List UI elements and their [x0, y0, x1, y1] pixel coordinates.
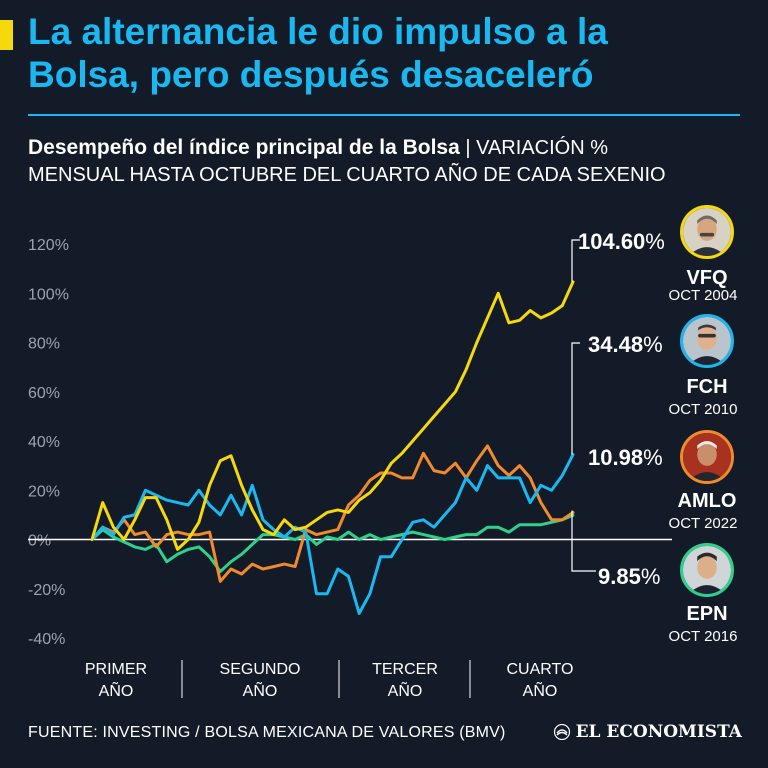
source-note: FUENTE: INVESTING / BOLSA MEXICANA DE VA…: [28, 724, 506, 741]
subtitle-bold: Desempeño del índice principal de la Bol…: [28, 136, 460, 159]
y-tick-label: -40%: [28, 631, 65, 648]
series-name-vfq: VFQ: [686, 267, 727, 289]
subtitle-rest-1: VARIACIÓN %: [476, 137, 608, 159]
period-label-top: SEGUNDO: [220, 661, 301, 678]
brand-logo: EL ECONOMISTA: [553, 722, 742, 742]
series-name-fch: FCH: [686, 376, 727, 398]
final-value-amlo: 10.98%: [588, 445, 663, 470]
series-date-vfq: OCT 2004: [669, 287, 738, 304]
series-line-vfq: [90, 280, 575, 551]
subtitle-separator: |: [459, 137, 477, 159]
y-tick-label: 120%: [28, 237, 69, 254]
headline-rule: [28, 114, 740, 116]
brand-name: EL ECONOMISTA: [575, 722, 742, 742]
headline-line-2: Bolsa, pero después desaceleró: [28, 54, 594, 95]
bracket-vfq: [571, 239, 580, 282]
y-tick-label: 40%: [28, 434, 60, 451]
period-label-bottom: AÑO: [523, 680, 558, 700]
portrait-epn: [680, 543, 734, 597]
bracket-amlo-epn: [571, 510, 596, 572]
period-label-bottom: AÑO: [388, 680, 423, 700]
final-value-fch: 34.48%: [588, 332, 663, 357]
period-label-top: TERCER: [372, 661, 438, 678]
y-tick-label: 20%: [28, 483, 60, 500]
period-label-top: CUARTO: [507, 661, 574, 678]
final-value-epn: 9.85%: [598, 564, 660, 589]
brand-mark-icon: [553, 724, 570, 740]
series-date-epn: OCT 2016: [669, 628, 738, 645]
headline: La alternancia le dio impulso a la Bolsa…: [28, 10, 748, 96]
y-tick-label: 80%: [28, 336, 60, 353]
series-name-epn: EPN: [686, 603, 727, 625]
period-label-top: PRIMER: [85, 661, 147, 678]
portrait-fch: [680, 314, 734, 368]
bracket-fch: [571, 342, 580, 455]
portrait-vfq: [680, 205, 734, 259]
portrait-amlo: [680, 430, 734, 484]
y-tick-label: 60%: [28, 385, 60, 402]
headline-line-1: La alternancia le dio impulso a la: [28, 11, 608, 52]
chart-subtitle: Desempeño del índice principal de la Bol…: [28, 134, 748, 189]
series-line-fch: [90, 453, 575, 615]
final-value-vfq: 104.60%: [578, 229, 665, 254]
period-label-bottom: AÑO: [243, 680, 278, 700]
y-tick-label: 0%: [28, 533, 51, 550]
y-tick-label: 100%: [28, 286, 69, 303]
series-date-fch: OCT 2010: [669, 401, 738, 418]
period-label-bottom: AÑO: [99, 680, 134, 700]
series-date-amlo: OCT 2022: [669, 515, 738, 532]
y-tick-label: -20%: [28, 582, 65, 599]
series-line-epn: [90, 513, 575, 573]
subtitle-rest-2: MENSUAL HASTA OCTUBRE DEL CUARTO AÑO DE …: [28, 164, 666, 186]
accent-bar: [0, 20, 13, 50]
series-name-amlo: AMLO: [678, 490, 737, 512]
